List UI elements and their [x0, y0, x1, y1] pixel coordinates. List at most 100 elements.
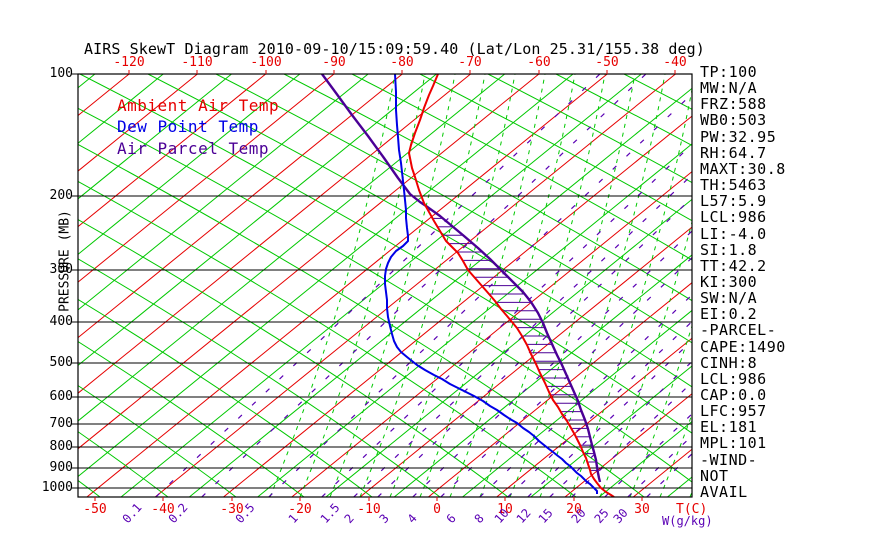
dry-adiabat-line	[419, 74, 692, 222]
cape-hatch-area	[428, 209, 597, 471]
legend-air-parcel-temp: Air Parcel Temp	[117, 139, 269, 158]
panel-index-line: TH:5463	[700, 176, 767, 195]
mixing-ratio-line	[479, 294, 692, 497]
panel-index-line: LCL:986	[700, 369, 767, 388]
panel-index-line: AVAIL	[700, 482, 748, 501]
dry-adiabat-line	[78, 431, 169, 497]
isotherm-line	[154, 74, 676, 497]
moist-adiabat-line	[569, 87, 692, 497]
bottom-temp-label: -20	[288, 502, 312, 517]
moist-adiabat-line	[329, 74, 456, 497]
top-temp-label: -120	[113, 55, 145, 70]
panel-index-line: EL:181	[700, 418, 758, 437]
isotherm-line	[598, 420, 692, 497]
dry-adiabat-line	[351, 74, 692, 261]
bottom-temp-label: -40	[151, 502, 175, 517]
dry-adiabat-line	[78, 107, 692, 483]
isotherm-line	[496, 337, 692, 497]
isotherm-line	[78, 74, 471, 394]
ambient-air-temp-curve	[408, 74, 615, 497]
isotherm-line	[120, 74, 642, 497]
panel-index-line: MW:N/A	[700, 79, 758, 98]
bottom-temp-label: 20	[566, 502, 582, 517]
bottom-temp-label: -30	[220, 502, 244, 517]
isotherm-line	[78, 74, 403, 339]
panel-index-line: L57:5.9	[700, 192, 767, 211]
mixing-ratio-line	[440, 256, 692, 497]
panel-index-line: CINH:8	[700, 353, 758, 372]
pressure-label: 600	[49, 389, 73, 404]
moist-adiabat-line	[479, 74, 606, 497]
panel-index-line: -WIND-	[700, 450, 758, 469]
panel-index-line: MPL:101	[700, 434, 767, 453]
moist-adiabat-line	[810, 74, 870, 497]
dry-adiabat-line	[78, 180, 577, 497]
isotherm-line	[325, 198, 692, 497]
isotherm-line	[189, 87, 692, 497]
dry-adiabat-line	[555, 74, 692, 147]
panel-index-line: EI:0.2	[700, 305, 758, 324]
plot-interior	[78, 74, 870, 497]
moist-adiabat-line	[419, 74, 546, 497]
moist-adiabat-line	[359, 74, 486, 497]
panel-index-line: WB0:503	[700, 111, 767, 130]
dry-adiabat-line	[78, 384, 237, 497]
panel-index-line: FRZ:588	[700, 95, 767, 114]
top-temp-label: -110	[181, 55, 213, 70]
moist-adiabat-line	[509, 74, 636, 497]
panel-index-line: -PARCEL-	[700, 321, 777, 340]
dry-adiabat-line	[487, 74, 692, 184]
isotherm-line	[78, 74, 301, 255]
panel-index-line: CAP:0.0	[700, 386, 767, 404]
moist-adiabat-line	[840, 74, 870, 497]
dry-adiabat-line	[79, 74, 692, 434]
panel-index-line: TT:42.2	[700, 256, 767, 275]
isotherm-line	[86, 74, 608, 497]
bottom-temp-label: -50	[83, 502, 107, 517]
isotherm-line	[530, 365, 692, 497]
isotherm-line	[78, 74, 266, 228]
panel-index-line: LI:-4.0	[700, 224, 767, 243]
pressure-label: 200	[49, 188, 73, 203]
mixing-ratio-line	[353, 174, 692, 497]
chart-title: AIRS SkewT Diagram 2010-09-10/15:09:59.4…	[84, 40, 705, 58]
bottom-temp-label: -10	[357, 502, 381, 517]
mixing-ratio-line	[377, 196, 692, 497]
pressure-label: 1000	[41, 480, 73, 495]
moist-adiabat-line	[269, 74, 396, 497]
mixing-ratio-line	[155, 74, 601, 497]
isotherm-line	[462, 309, 692, 497]
dry-adiabat-line	[283, 74, 692, 302]
panel-index-line: SI:1.8	[700, 240, 758, 259]
panel-index-line: LCL:986	[700, 208, 767, 227]
mixing-ratio-line	[201, 74, 647, 497]
isotherm-line	[78, 74, 540, 450]
isotherm-line	[78, 74, 198, 172]
moist-adiabat-line	[780, 74, 870, 497]
pressure-label: 100	[49, 66, 73, 81]
panel-index-line: SW:N/A	[700, 289, 758, 308]
plot-border	[77, 73, 693, 498]
mixing-ratio-line	[527, 339, 692, 497]
mixing-ratio-line	[412, 230, 692, 497]
isotherm-line	[78, 74, 232, 200]
top-temp-label: -70	[458, 55, 482, 70]
pressure-label: 300	[49, 262, 73, 277]
isotherm-line	[78, 74, 164, 144]
top-temp-label: -50	[595, 55, 619, 70]
moist-adiabat-line	[449, 74, 576, 497]
isotherm-line	[564, 393, 692, 497]
bottom-temp-label: 30	[634, 502, 650, 517]
isotherm-line	[78, 74, 506, 422]
top-temp-label: -40	[663, 55, 687, 70]
panel-index-line: MAXT:30.8	[700, 159, 786, 178]
bottom-temp-label: 10	[497, 502, 513, 517]
dry-adiabat-line	[78, 143, 645, 497]
panel-index-line: NOT	[700, 466, 729, 485]
top-temp-label: -90	[322, 55, 346, 70]
pressure-label: 900	[49, 460, 73, 475]
panel-index-line: LFC:957	[700, 402, 767, 421]
panel-index-line: PW:32.95	[700, 127, 777, 146]
